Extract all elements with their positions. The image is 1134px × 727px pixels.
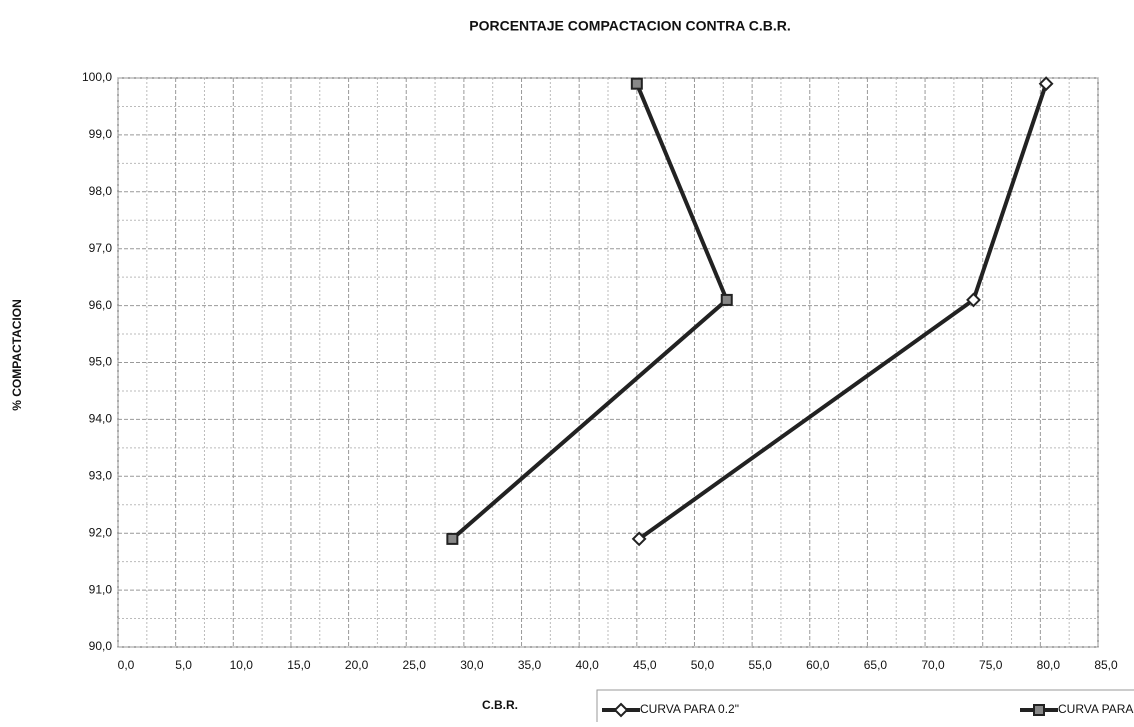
x-tick-label: 50,0 (691, 658, 715, 672)
x-tick-label: 55,0 (748, 658, 772, 672)
x-tick-label: 35,0 (518, 658, 542, 672)
marker (446, 532, 459, 545)
y-tick-label: 97,0 (89, 241, 113, 255)
legend-label: CURVA PARA (1058, 702, 1133, 716)
x-tick-label: 40,0 (575, 658, 599, 672)
marker (1038, 76, 1054, 92)
marker (720, 293, 733, 306)
legend-box (596, 689, 1134, 727)
y-tick-label: 100,0 (82, 70, 112, 84)
x-tick-label: 10,0 (230, 658, 254, 672)
x-tick-label: 75,0 (979, 658, 1003, 672)
x-axis-label: C.B.R. (482, 698, 518, 712)
legend-marker (613, 702, 629, 718)
y-tick-label: 94,0 (89, 412, 113, 426)
x-tick-label: 45,0 (633, 658, 657, 672)
x-tick-label: 65,0 (864, 658, 888, 672)
x-tick-label: 5,0 (175, 658, 192, 672)
x-tick-label: 60,0 (806, 658, 830, 672)
marker (966, 292, 981, 308)
y-tick-label: 98,0 (89, 184, 113, 198)
y-tick-label: 96,0 (89, 298, 113, 312)
series-line (637, 83, 1049, 541)
x-tick-label: 15,0 (287, 658, 311, 672)
y-tick-label: 90,0 (89, 639, 113, 653)
y-tick-label: 99,0 (89, 127, 113, 141)
legend-marker (1033, 704, 1045, 716)
x-tick-label: 25,0 (403, 658, 427, 672)
y-tick-label: 95,0 (89, 355, 113, 369)
legend-label: CURVA PARA 0.2" (640, 702, 739, 716)
x-tick-label: 85,0 (1094, 658, 1118, 672)
y-tick-label: 92,0 (89, 525, 113, 539)
y-axis-label: % COMPACTACION (10, 299, 24, 411)
x-tick-label: 0,0 (118, 658, 135, 672)
series-line (451, 82, 730, 541)
marker (630, 77, 643, 90)
y-tick-label: 93,0 (89, 468, 113, 482)
x-tick-label: 20,0 (345, 658, 369, 672)
x-tick-label: 70,0 (921, 658, 945, 672)
x-tick-label: 80,0 (1037, 658, 1061, 672)
chart-title: PORCENTAJE COMPACTACION CONTRA C.B.R. (469, 18, 790, 34)
marker (631, 531, 647, 547)
y-tick-label: 91,0 (89, 582, 113, 596)
x-tick-label: 30,0 (460, 658, 484, 672)
